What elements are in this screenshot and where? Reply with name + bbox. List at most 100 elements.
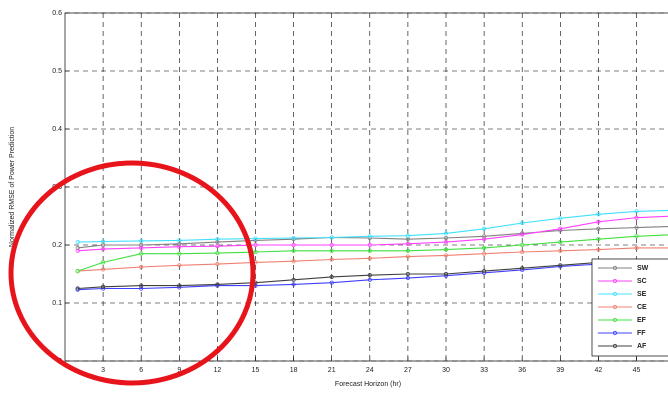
y-tick-label: 0.2 (52, 242, 62, 249)
series-line (77, 259, 668, 290)
y-tick-label: 0.5 (52, 68, 62, 75)
legend-marker (612, 278, 618, 284)
x-tick-label: 42 (595, 367, 603, 374)
data-point (481, 234, 487, 239)
x-tick-label: 27 (404, 367, 412, 374)
data-point (177, 263, 182, 268)
data-point (367, 242, 372, 248)
legend-label: SC (637, 278, 647, 285)
legend-label: EF (637, 317, 647, 324)
data-point (558, 226, 563, 231)
data-point (443, 235, 449, 241)
x-axis-label: Forecast Horizon (hr) (335, 381, 401, 388)
series-line (77, 234, 668, 272)
x-tick-label: 24 (366, 367, 374, 374)
legend-marker (612, 291, 618, 297)
data-point (405, 275, 410, 281)
data-point (291, 242, 296, 248)
y-tick-label: 0.6 (52, 10, 62, 17)
data-point (101, 246, 106, 252)
x-tick-label: 33 (480, 367, 488, 374)
data-point (253, 236, 258, 241)
data-point (75, 245, 80, 250)
data-point (634, 234, 639, 239)
data-point (329, 235, 334, 240)
x-tick-label: 45 (633, 367, 641, 374)
data-point (291, 277, 296, 282)
data-point (101, 267, 106, 272)
data-point (634, 225, 639, 230)
plot-area: 00.10.20.30.40.50.63 6 9 12 15 18 21 24 27 30 33 36… (52, 10, 668, 374)
data-point (405, 241, 410, 246)
data-point (558, 248, 563, 253)
x-tick-label: 30 (442, 367, 450, 374)
data-point (443, 240, 449, 245)
data-point (139, 238, 144, 244)
data-point (520, 220, 525, 226)
data-point (329, 248, 334, 253)
data-point (520, 249, 525, 255)
plot-frame (64, 12, 668, 362)
data-point (215, 240, 220, 245)
y-axis-label: Normalized RMSE of Power Prediction (9, 127, 16, 247)
x-tick-label: 21 (328, 367, 336, 374)
data-point (139, 283, 144, 288)
legend-marker (612, 304, 618, 310)
data-point (634, 215, 639, 220)
data-point (443, 271, 449, 277)
highlight-circle (8, 160, 256, 386)
data-point (520, 266, 525, 271)
data-point (443, 253, 449, 258)
data-point (367, 234, 372, 239)
legend-marker (612, 343, 618, 349)
data-point (596, 212, 601, 217)
x-tick-label: 12 (214, 367, 222, 374)
data-point (558, 263, 563, 268)
data-point (558, 216, 563, 221)
data-point (596, 226, 601, 231)
x-tick-label: 6 (139, 367, 143, 374)
data-point (215, 251, 220, 256)
data-point (367, 273, 372, 278)
data-point (215, 244, 220, 249)
data-point (596, 219, 601, 224)
data-point (481, 226, 487, 231)
data-point (520, 242, 525, 248)
data-point (481, 251, 487, 256)
data-point (75, 268, 80, 274)
data-point (520, 232, 525, 237)
data-point (177, 251, 182, 256)
data-point (329, 280, 334, 285)
data-point (634, 245, 639, 250)
data-point (291, 282, 296, 287)
series-line (77, 247, 668, 272)
series-line (77, 215, 668, 252)
data-point (367, 277, 372, 282)
data-point (139, 264, 144, 270)
data-point (558, 240, 563, 245)
data-point (291, 259, 296, 264)
data-point (75, 286, 80, 291)
data-point (75, 240, 80, 245)
data-point (367, 256, 372, 261)
data-point (443, 247, 449, 252)
data-point (291, 248, 296, 253)
x-tick-label: 9 (177, 367, 181, 374)
legend-label: SW (637, 265, 649, 272)
data-point (291, 235, 296, 241)
legend-marker (612, 330, 618, 336)
data-point (177, 283, 182, 288)
data-point (481, 245, 487, 250)
x-tick-label: 36 (518, 367, 526, 374)
data-point (139, 242, 144, 248)
y-tick-label: 0.4 (52, 126, 62, 133)
legend-label: FF (637, 330, 646, 337)
legend-label: AF (637, 343, 647, 350)
data-point (596, 237, 601, 242)
series-line (77, 209, 668, 243)
data-point (596, 247, 601, 252)
data-point (329, 242, 334, 248)
data-point (253, 242, 258, 248)
data-point (405, 248, 410, 253)
data-point (101, 284, 106, 289)
